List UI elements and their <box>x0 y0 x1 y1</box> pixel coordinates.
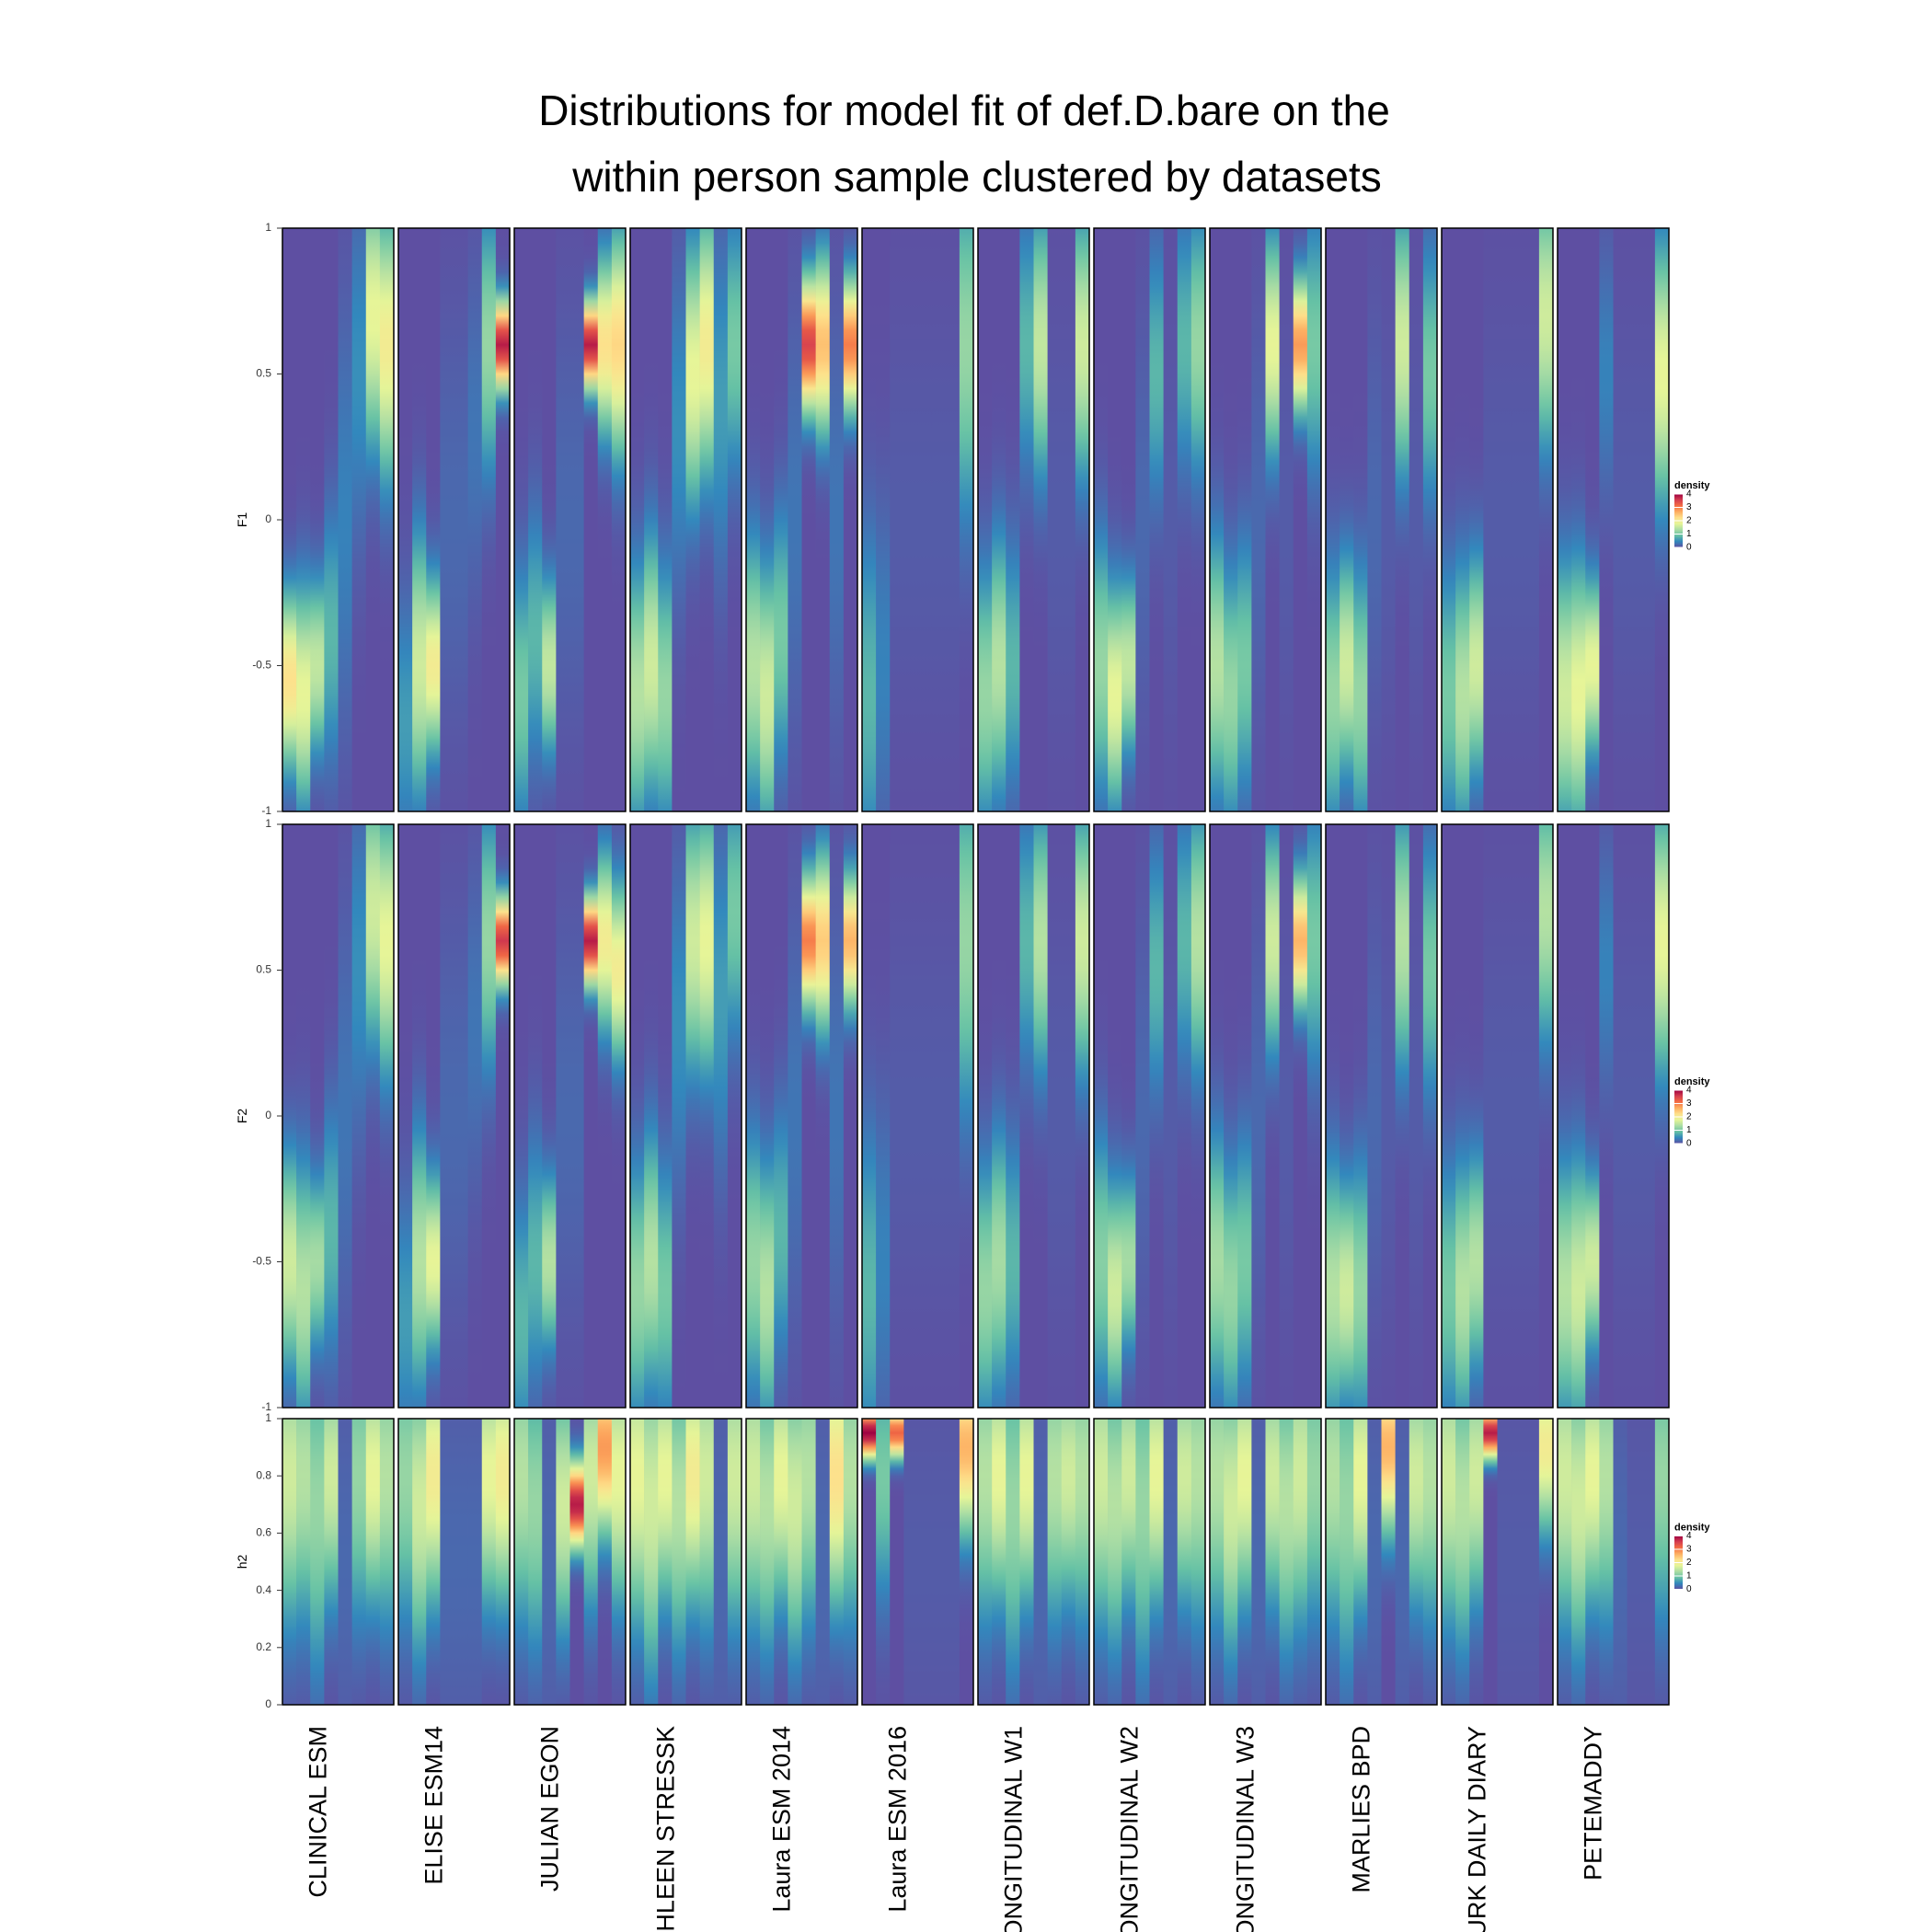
figure: Distributions for model fit of def.D.bar… <box>235 86 1710 1932</box>
